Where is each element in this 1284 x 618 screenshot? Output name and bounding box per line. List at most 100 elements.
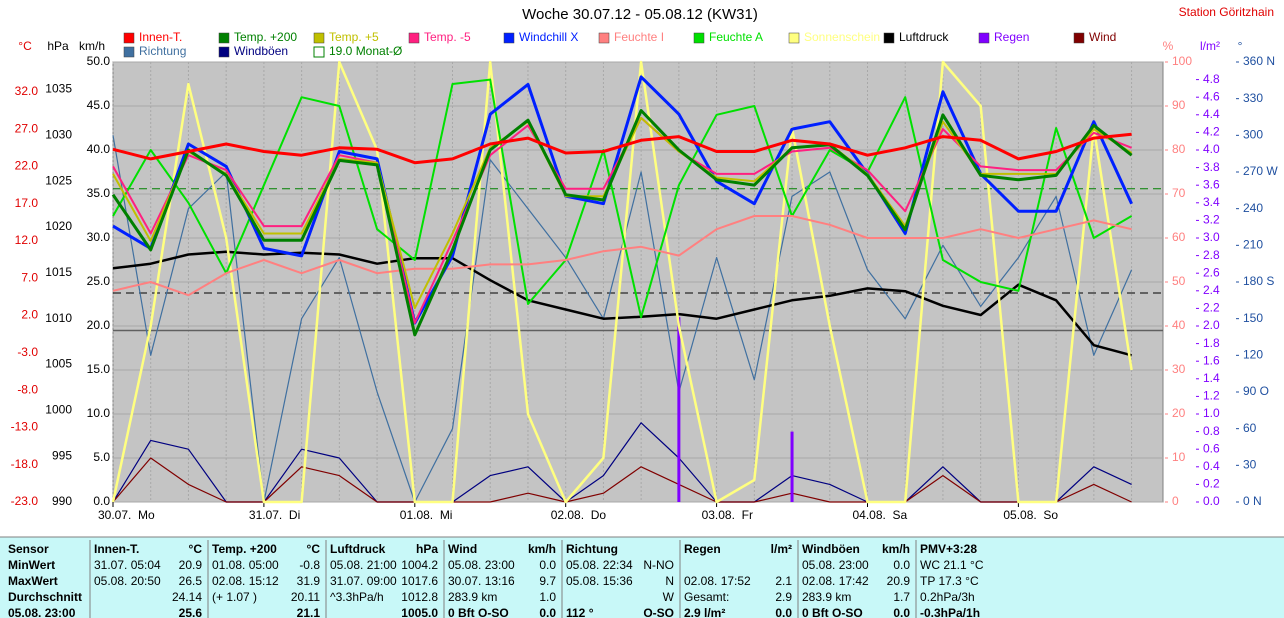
cell: N — [665, 574, 674, 588]
y-tick-label: 100 — [1172, 54, 1192, 68]
y-tick-label: 1020 — [45, 219, 72, 233]
axis-unit: % — [1163, 39, 1174, 53]
y-tick-label: 32.0 — [15, 84, 39, 98]
legend-label: Windchill X — [519, 30, 578, 44]
cell: 0 Bft O-SO — [448, 606, 509, 618]
column-unit: hPa — [416, 542, 438, 556]
cell: 112 ° — [566, 606, 594, 618]
series-line — [112, 75, 1133, 325]
y-tick-label: 360 N — [1243, 54, 1275, 68]
cell: 25.6 — [179, 606, 203, 618]
legend-label: Feuchte I — [614, 30, 664, 44]
y-tick-label: 40.0 — [87, 142, 111, 156]
y-tick-label: -18.0 — [11, 457, 39, 471]
y-tick-label: 45.0 — [87, 98, 111, 112]
y-tick-label: 2.6 — [1203, 265, 1220, 279]
y-tick-label: 60 — [1243, 421, 1257, 435]
legend-label: Temp. -5 — [424, 30, 471, 44]
legend-label: 19.0 Monat-Ø — [329, 44, 402, 58]
y-tick-label: 1.6 — [1203, 353, 1220, 367]
y-tick-label: 1.2 — [1203, 389, 1220, 403]
cell: 0.2hPa/3h — [920, 590, 975, 604]
axis-unit: km/h — [79, 39, 105, 53]
axis-unit: ° — [1238, 39, 1243, 53]
cell: 1012.8 — [401, 590, 438, 604]
cell: 1.7 — [893, 590, 910, 604]
y-tick-label: 50 — [1172, 274, 1186, 288]
station-name: Station Göritzhain — [1179, 5, 1274, 19]
y-tick-label: 3.6 — [1203, 177, 1220, 191]
row-label: Sensor — [8, 542, 49, 556]
legend-label: Temp. +200 — [234, 30, 297, 44]
y-tick-label: 240 — [1243, 201, 1263, 215]
y-tick-label: 22.0 — [15, 159, 39, 173]
y-tick-label: -13.0 — [11, 420, 39, 434]
y-tick-label: 210 — [1243, 238, 1263, 252]
y-tick-label: 300 — [1243, 128, 1263, 142]
legend-swatch — [693, 32, 705, 44]
y-tick-label: 1025 — [45, 173, 72, 187]
cell: 20.9 — [179, 558, 203, 572]
x-tick-label: 30.07. Mo — [98, 508, 155, 522]
y-tick-label: 120 — [1243, 348, 1263, 362]
legend-swatch — [1073, 32, 1085, 44]
cell: 31.07. 05:04 — [94, 558, 161, 572]
y-tick-label: 990 — [52, 494, 72, 508]
column-header: Wind — [448, 542, 477, 556]
y-tick-label: 0.0 — [1203, 494, 1220, 508]
stats-table: Sensor MinWert MaxWert Durchschnitt 05.08. 2… — [8, 540, 984, 618]
y-tick-label: 1035 — [45, 82, 72, 96]
cell: TP 17.3 °C — [920, 574, 979, 588]
y-tick-label: 27.0 — [15, 121, 39, 135]
x-tick-label: 04.08. Sa — [852, 508, 907, 522]
column-header: Innen-T. — [94, 542, 139, 556]
y-tick-label: 40 — [1172, 318, 1186, 332]
y-tick-label: -23.0 — [11, 494, 39, 508]
row-label: MinWert — [8, 558, 55, 572]
axis-unit: hPa — [47, 39, 69, 53]
legend-swatch — [503, 32, 515, 44]
stats-table-bg — [0, 537, 1284, 618]
x-tick-label: 31.07. Di — [249, 508, 300, 522]
y-tick-label: 30 — [1172, 362, 1186, 376]
legend-label: Feuchte A — [709, 30, 763, 44]
axis-unit: °C — [18, 39, 32, 53]
row-label: MaxWert — [8, 574, 58, 588]
y-tick-label: 20 — [1172, 406, 1186, 420]
x-tick-label: 03.08. Fr — [702, 508, 753, 522]
cell: 05.08. 15:36 — [566, 574, 633, 588]
axis-unit: l/m² — [1200, 39, 1220, 53]
y-tick-label: 270 W — [1243, 164, 1278, 178]
y-tick-label: -3.0 — [17, 345, 38, 359]
y-tick-label: 3.4 — [1203, 195, 1220, 209]
y-tick-label: 1015 — [45, 265, 72, 279]
y-tick-label: 1.4 — [1203, 371, 1220, 385]
column-unit: km/h — [882, 542, 910, 556]
legend-label: Wind — [1089, 30, 1116, 44]
series-line — [112, 422, 1132, 503]
y-tick-label: 90 O — [1243, 384, 1269, 398]
y-tick-label: 150 — [1243, 311, 1263, 325]
y-tick-label: 995 — [52, 448, 72, 462]
cell: 1004.2 — [401, 558, 438, 572]
row-label: 05.08. 23:00 — [8, 606, 76, 618]
cell: 9.7 — [539, 574, 556, 588]
cell: 26.5 — [179, 574, 203, 588]
cell: -0.8 — [299, 558, 320, 572]
legend-swatch — [218, 32, 230, 44]
y-tick-label: 1030 — [45, 128, 72, 142]
y-tick-label: 0.8 — [1203, 424, 1220, 438]
y-tick-label: 35.0 — [87, 186, 111, 200]
legend-swatch — [598, 32, 610, 44]
series-line — [112, 215, 1132, 297]
y-tick-label: 50.0 — [87, 54, 111, 68]
chart-title: Woche 30.07.12 - 05.08.12 (KW31) — [522, 6, 758, 23]
y-tick-label: 3.0 — [1203, 230, 1220, 244]
y-tick-label: 17.0 — [15, 196, 39, 210]
y-tick-label: 7.0 — [21, 270, 38, 284]
column-unit: °C — [189, 542, 203, 556]
legend-swatch — [218, 46, 230, 58]
y-tick-label: 1.0 — [1203, 406, 1220, 420]
y-tick-label: 0.2 — [1203, 477, 1220, 491]
